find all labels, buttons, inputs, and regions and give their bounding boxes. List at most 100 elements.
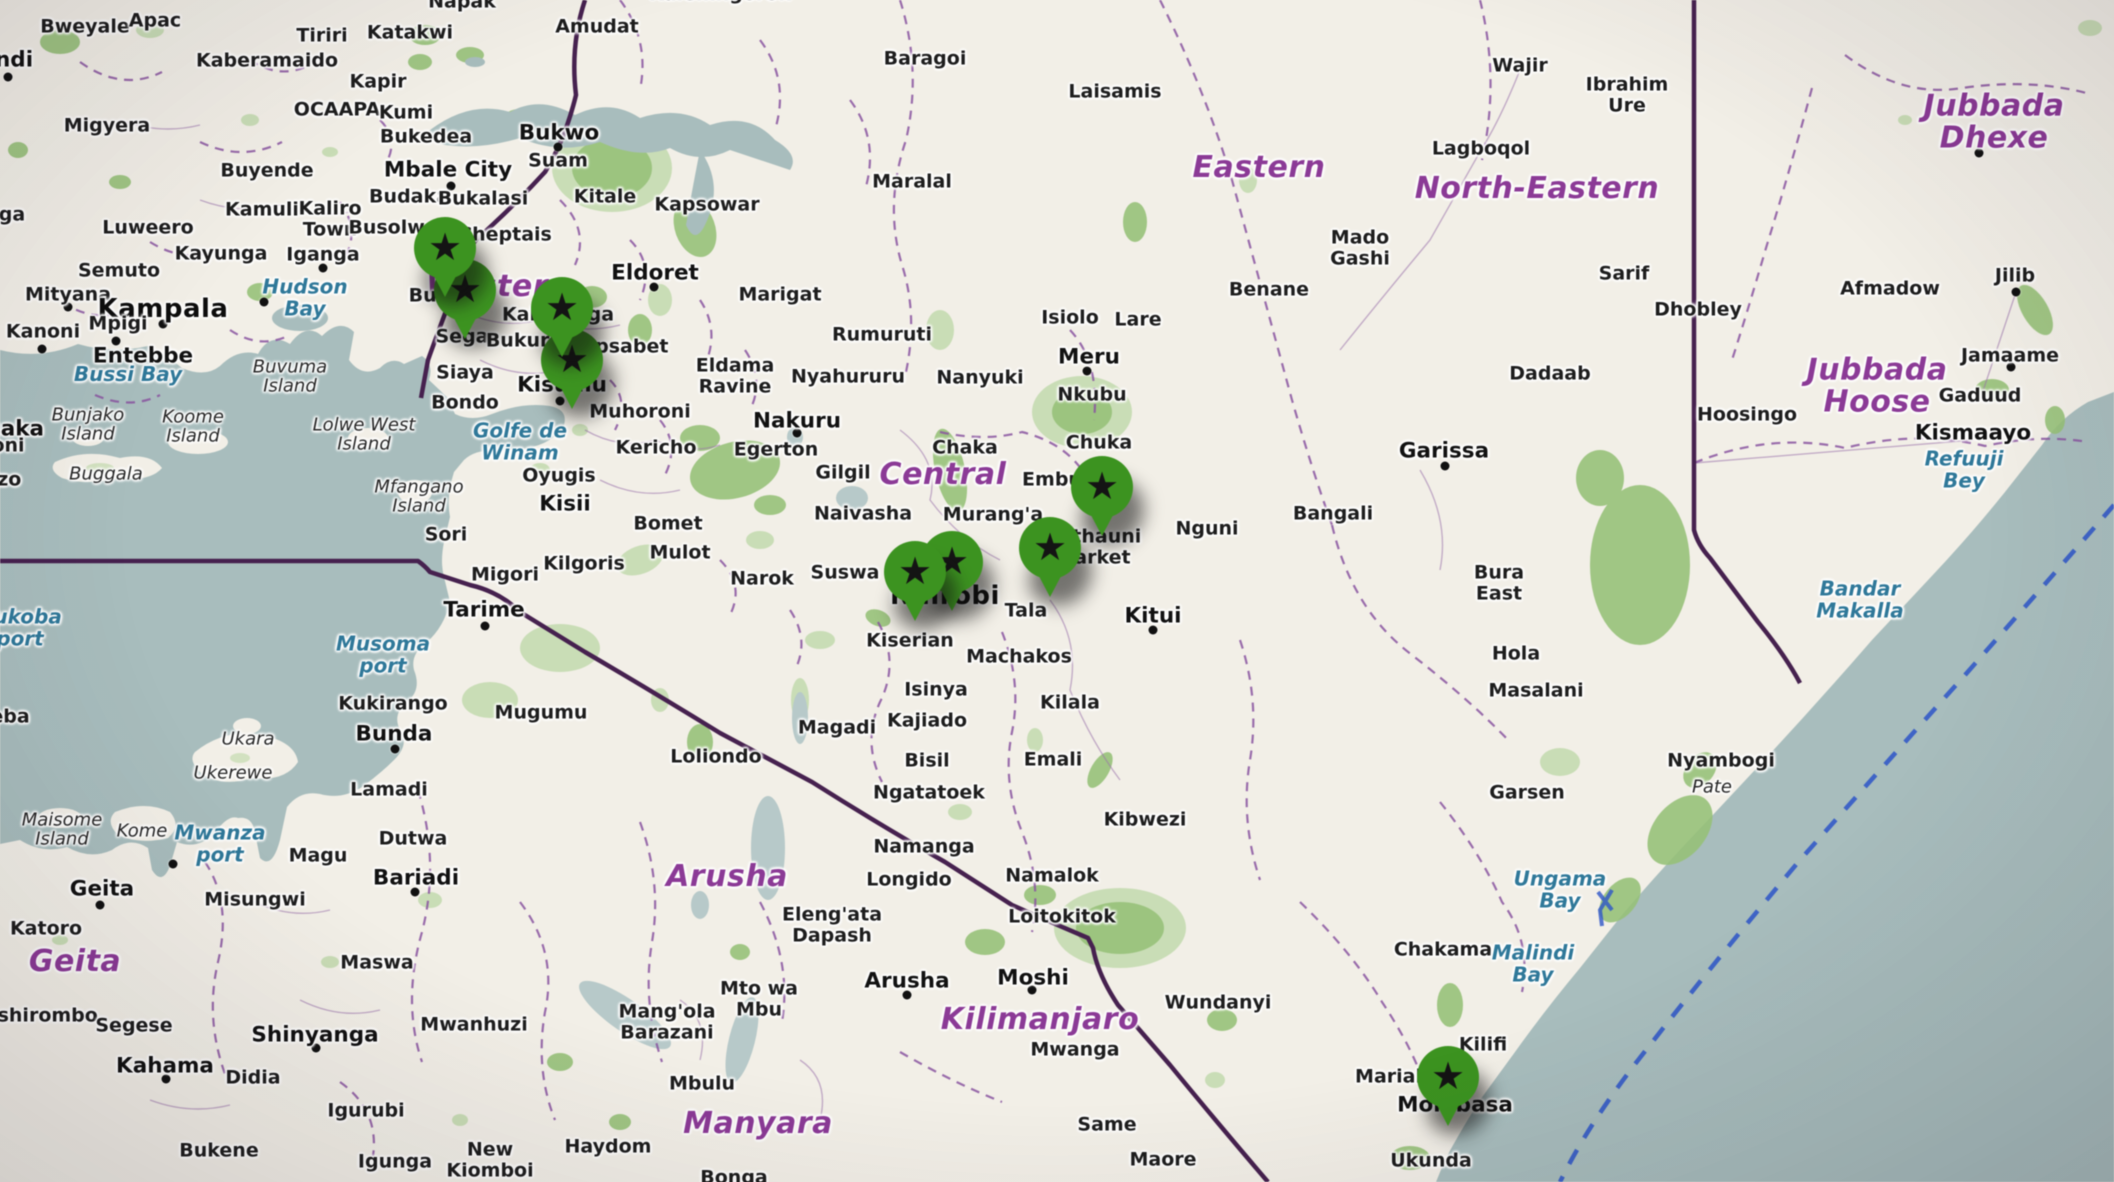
map-label-semuto: Semuto <box>77 259 161 282</box>
map-label-nguni: Nguni <box>1175 517 1239 540</box>
map-label-ukara: Ukara <box>221 728 275 750</box>
map-label-napak: Napak <box>428 0 496 13</box>
map-label-buggala: Buggala <box>69 463 143 485</box>
map-label-bussi-bay: Bussi Bay <box>73 362 183 387</box>
map-label-kaberamaido: Kaberamaido <box>195 49 339 72</box>
map-label-kiboga: Kiboga <box>0 203 26 226</box>
map-label-dutwa: Dutwa <box>378 827 448 850</box>
pin-head: ★ <box>884 541 946 603</box>
town-dot <box>259 297 269 307</box>
map-label-suam: Suam <box>528 149 588 172</box>
map-pin-star-marker[interactable]: ★ <box>1019 517 1103 617</box>
map-label-kumi: Kumi <box>378 101 434 124</box>
map-label-chakama: Chakama <box>1393 938 1493 961</box>
map-label-arusha: Arusha <box>666 858 788 894</box>
map-label-igunga: Igunga <box>357 1150 433 1173</box>
map-label-kalemngorok: Kalemngorok <box>649 0 791 4</box>
pin-head: ★ <box>531 277 593 339</box>
town-dot <box>446 181 456 191</box>
map-label-budaka: Budaka <box>369 185 449 208</box>
star-icon: ★ <box>897 549 933 593</box>
map-label-central: Central <box>879 456 1007 492</box>
map-label-mwanza-port: Mwanza port <box>174 820 266 866</box>
map-label-namalok: Namalok <box>1005 864 1099 887</box>
map-label-dadaab: Dadaab <box>1509 362 1591 385</box>
map-pin-star-marker[interactable]: ★ <box>531 277 615 377</box>
pin-head: ★ <box>1071 456 1133 518</box>
map-label-entebbe: Entebbe <box>92 343 194 369</box>
map-label-kismaayo: Kismaayo <box>1914 420 2032 446</box>
map-label-hoosingo: Hoosingo <box>1696 403 1798 426</box>
map-label-tala: Tala <box>1004 599 1048 622</box>
map-label-nyahururu: Nyahururu <box>791 365 905 388</box>
map-label-muhoroni: Muhoroni <box>589 400 691 423</box>
map-label-bunjako-island: Bunjako Island <box>51 404 125 445</box>
map-label-kapsowar: Kapsowar <box>654 193 760 216</box>
map-label-rumuruti: Rumuruti <box>832 323 932 346</box>
map-label-masalani: Masalani <box>1488 679 1584 702</box>
map-label-manyara: Manyara <box>683 1105 833 1141</box>
map-label-namanga: Namanga <box>873 835 975 858</box>
town-dot <box>158 319 168 329</box>
map-label-new-kiomboi: New Kiomboi <box>446 1138 534 1181</box>
map-pin-star-marker[interactable]: ★ <box>414 217 498 317</box>
map-label-eastern: Eastern <box>1192 149 1326 185</box>
map-label-jilib: Jilib <box>1994 264 2036 287</box>
map-label-wundanyi: Wundanyi <box>1164 991 1272 1014</box>
map-label-narok: Narok <box>730 567 794 590</box>
town-dot <box>649 282 659 292</box>
map-label-musoma-port: Musoma port <box>335 631 431 677</box>
map-label-bonga: Bonga <box>700 1166 768 1182</box>
map-label-amudat: Amudat <box>555 15 639 38</box>
map-label-lamadi: Lamadi <box>350 778 428 801</box>
map-label-laisamis: Laisamis <box>1068 80 1162 103</box>
map-label-kiserian: Kiserian <box>866 629 954 652</box>
town-dot <box>2006 362 2016 372</box>
town-dot <box>1440 461 1450 471</box>
map-label-loitokitok: Loitokitok <box>1008 905 1116 928</box>
map-label-kajiado: Kajiado <box>886 709 968 732</box>
map-label-malindi-bay: Malindi Bay <box>1491 940 1575 986</box>
town-dot <box>63 302 73 312</box>
map-label-moshi: Moshi <box>997 965 1069 991</box>
map-label-maore: Maore <box>1129 1148 1197 1171</box>
map-label-dhobley: Dhobley <box>1654 298 1742 321</box>
town-dot <box>1148 625 1158 635</box>
map-pin-star-marker[interactable]: ★ <box>1071 456 1155 556</box>
map-label-ngatatoek: Ngatatoek <box>873 781 985 804</box>
town-dot <box>410 887 420 897</box>
map-label-nyambogi: Nyambogi <box>1667 749 1775 772</box>
map-label-magu: Magu <box>288 844 348 867</box>
map-label-machakos: Machakos <box>966 645 1072 668</box>
map-label-koome-island: Koome Island <box>162 406 224 447</box>
map-label-naivasha: Naivasha <box>813 502 913 525</box>
lake-victoria <box>0 325 565 878</box>
map-label-tiriri: Tiriri <box>296 24 348 47</box>
map-label-mado-gashi: Mado Gashi <box>1330 226 1390 269</box>
map-label-tarime: Tarime <box>443 597 525 623</box>
map-label-apac: Apac <box>128 9 182 32</box>
map-label-igurubi: Igurubi <box>327 1099 405 1122</box>
pin-head: ★ <box>414 217 476 279</box>
map-pin-star-marker[interactable]: ★ <box>884 541 968 641</box>
map-label-sori: Sori <box>424 523 468 546</box>
town-dot <box>3 72 13 82</box>
map-label-magadi: Magadi <box>797 716 877 739</box>
map-label-kamuli: Kamuli <box>225 198 299 221</box>
map-label-bweyale: Bweyale <box>40 15 130 38</box>
map-pin-star-marker[interactable]: ★ <box>1417 1046 1501 1146</box>
map-label-jubbada-dhexe: Jubbada Dhexe <box>1923 88 2065 156</box>
map-label-migyera: Migyera <box>63 114 151 137</box>
star-icon: ★ <box>1032 525 1068 569</box>
map-label-mang-ola-barazani: Mang'ola Barazani <box>618 1000 716 1043</box>
pin-head: ★ <box>1417 1046 1479 1108</box>
town-dot <box>480 621 490 631</box>
map-label-bisil: Bisil <box>904 749 950 772</box>
map-label-oyugis: Oyugis <box>522 464 596 487</box>
map-label-segese: Segese <box>95 1014 173 1037</box>
map-label-misungwi: Misungwi <box>204 888 306 911</box>
admin-boundaries <box>61 0 2091 1163</box>
map-label-bukene: Bukene <box>179 1139 259 1162</box>
